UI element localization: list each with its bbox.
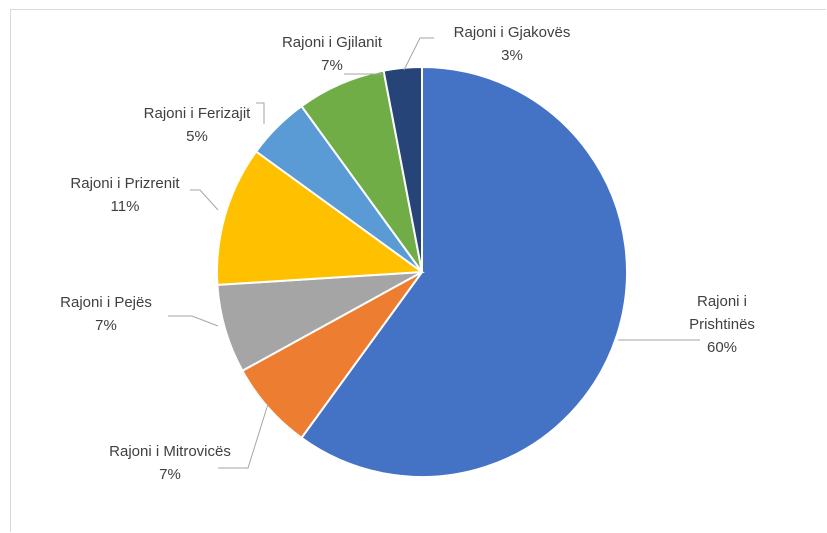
data-label-percent: 11% — [111, 198, 140, 215]
data-label-rajoni-i-pej-s: Rajoni i Pejës 7% — [60, 294, 152, 334]
data-label-name: Rajoni i Prizrenit — [70, 175, 180, 192]
data-label-percent: 7% — [321, 57, 343, 74]
leader-lines — [168, 37, 700, 469]
leader-line-rajoni-i-mitrovic-s — [218, 403, 269, 469]
data-label-rajoni-i-mitrovic-s: Rajoni i Mitrovicës 7% — [109, 443, 231, 483]
data-label-name: Rajoni i Gjilanit — [282, 34, 383, 51]
pie-slices — [215, 65, 628, 478]
data-label-name: Rajoni i Gjakovës — [454, 24, 571, 41]
data-label-percent: 60% — [707, 339, 737, 356]
pie-slice-rajoni-i-prizrenit — [215, 150, 425, 286]
data-label-percent: 3% — [501, 47, 523, 64]
data-label-percent: 7% — [95, 317, 117, 334]
data-label-rajoni-i-ferizajit: Rajoni i Ferizajit 5% — [144, 105, 252, 145]
data-label-rajoni-i-gjakov-s: Rajoni i Gjakovës 3% — [454, 24, 571, 64]
data-label-percent: 5% — [186, 128, 208, 145]
leader-line-rajoni-i-prizrenit — [190, 189, 219, 211]
leader-line-rajoni-i-gjakov-s — [403, 37, 434, 71]
data-labels: Rajoni i Prishtinës 60% Rajoni i Mitrovicës… — [60, 24, 755, 483]
data-label-name: Rajoni i Pejës — [60, 294, 152, 311]
data-label-rajoni-i-prishtin-s: Rajoni i Prishtinës 60% — [689, 293, 755, 356]
data-label-name: Prishtinës — [689, 316, 755, 333]
pie-slice-rajoni-i-gjakov-s — [382, 65, 423, 273]
data-label-rajoni-i-prizrenit: Rajoni i Prizrenit 11% — [70, 175, 180, 215]
data-label-percent: 7% — [159, 466, 181, 483]
data-label-rajoni-i-gjilanit: Rajoni i Gjilanit 7% — [282, 34, 383, 74]
data-label-name: Rajoni i — [697, 293, 747, 310]
data-label-name: Rajoni i Mitrovicës — [109, 443, 231, 460]
leader-line-rajoni-i-pej-s — [168, 315, 219, 327]
leader-line-rajoni-i-ferizajit — [256, 102, 265, 124]
data-label-name: Rajoni i Ferizajit — [144, 105, 252, 122]
pie-slice-rajoni-i-prishtin-s — [300, 65, 628, 478]
